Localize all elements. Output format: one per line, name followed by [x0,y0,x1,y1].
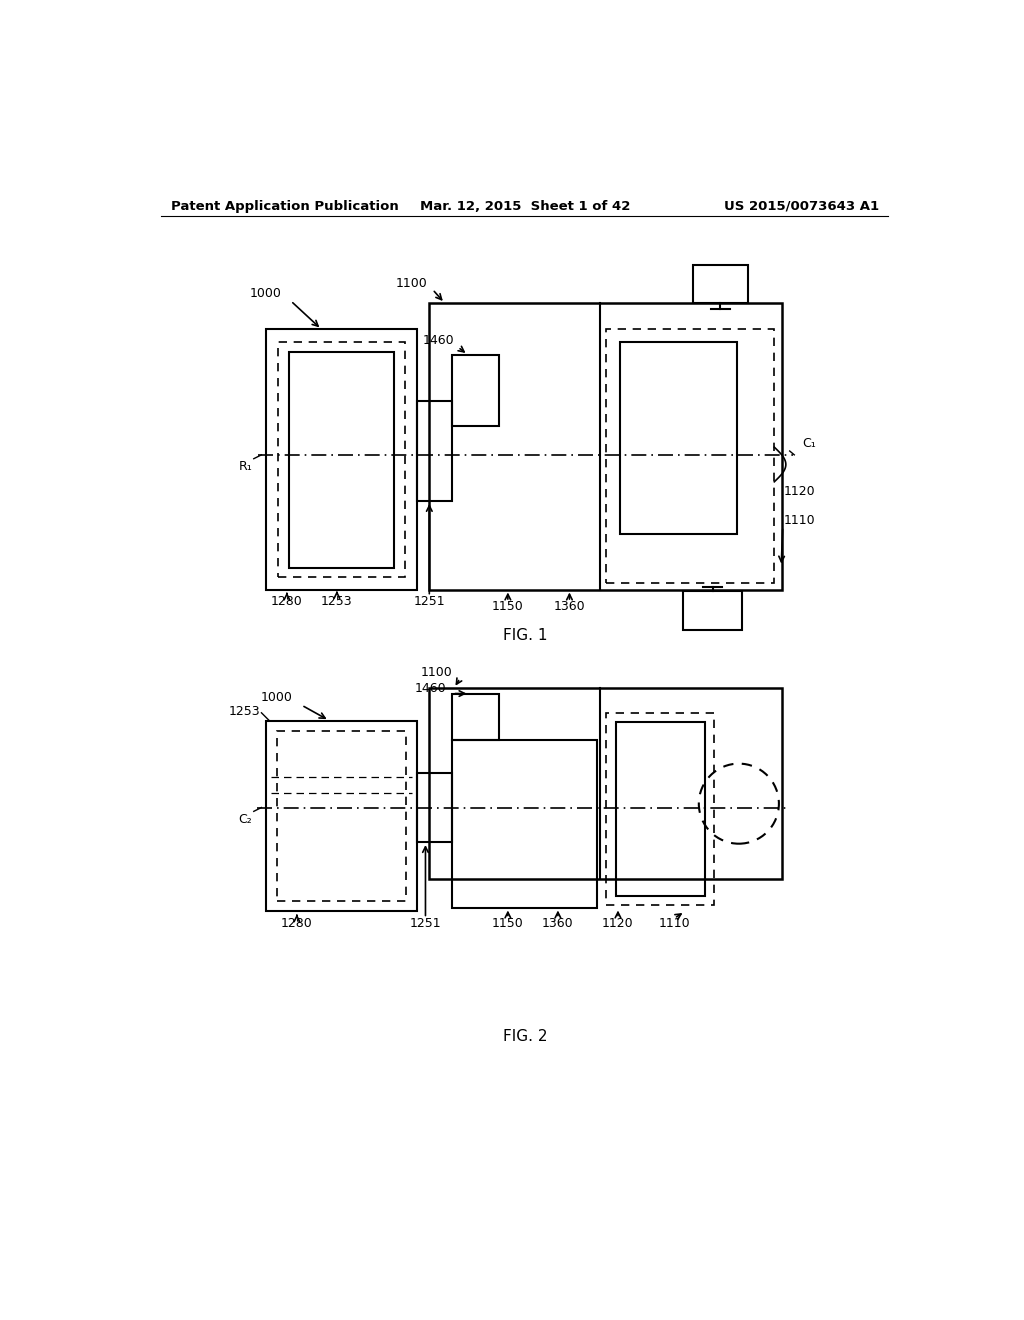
Text: FIG. 2: FIG. 2 [503,1028,547,1044]
Bar [429,304,782,590]
Text: 1280: 1280 [281,917,312,931]
Text: 1120: 1120 [783,484,815,498]
Bar [683,591,742,630]
Text: Mar. 12, 2015  Sheet 1 of 42: Mar. 12, 2015 Sheet 1 of 42 [420,199,630,213]
Bar [429,688,782,879]
Text: 1110: 1110 [783,513,815,527]
Text: 1460: 1460 [415,681,446,694]
Bar [266,721,417,911]
Bar [621,342,737,535]
Text: 1000: 1000 [250,286,282,300]
Text: C₁: C₁ [802,437,816,450]
Bar [279,342,404,577]
Bar [417,774,453,842]
Text: 1360: 1360 [554,601,586,612]
Bar [453,355,499,425]
Text: C₂: C₂ [239,813,252,825]
Bar [692,264,749,304]
Bar [615,722,705,896]
Text: 1460: 1460 [422,334,454,347]
Bar [453,693,499,739]
Text: 1150: 1150 [492,917,523,931]
Text: 1253: 1253 [228,705,260,718]
Bar [606,713,714,906]
Text: 1110: 1110 [658,917,690,931]
Text: 1100: 1100 [395,277,427,289]
Text: 1150: 1150 [492,601,523,612]
Bar [289,352,394,568]
Text: Patent Application Publication: Patent Application Publication [171,199,398,213]
Text: 1280: 1280 [271,595,303,609]
Text: 1000: 1000 [260,690,292,704]
Text: 1253: 1253 [322,595,352,609]
Text: US 2015/0073643 A1: US 2015/0073643 A1 [724,199,879,213]
Bar [417,401,453,502]
Bar [453,739,597,908]
Text: 1120: 1120 [602,917,634,931]
Text: FIG. 1: FIG. 1 [503,628,547,643]
Text: 1360: 1360 [542,917,573,931]
Text: R₁: R₁ [239,459,252,473]
Bar [606,330,774,583]
Text: 1251: 1251 [414,595,445,609]
Bar [276,731,407,900]
Text: 1251: 1251 [410,917,441,931]
Text: 1100: 1100 [421,667,453,680]
Bar [266,330,417,590]
